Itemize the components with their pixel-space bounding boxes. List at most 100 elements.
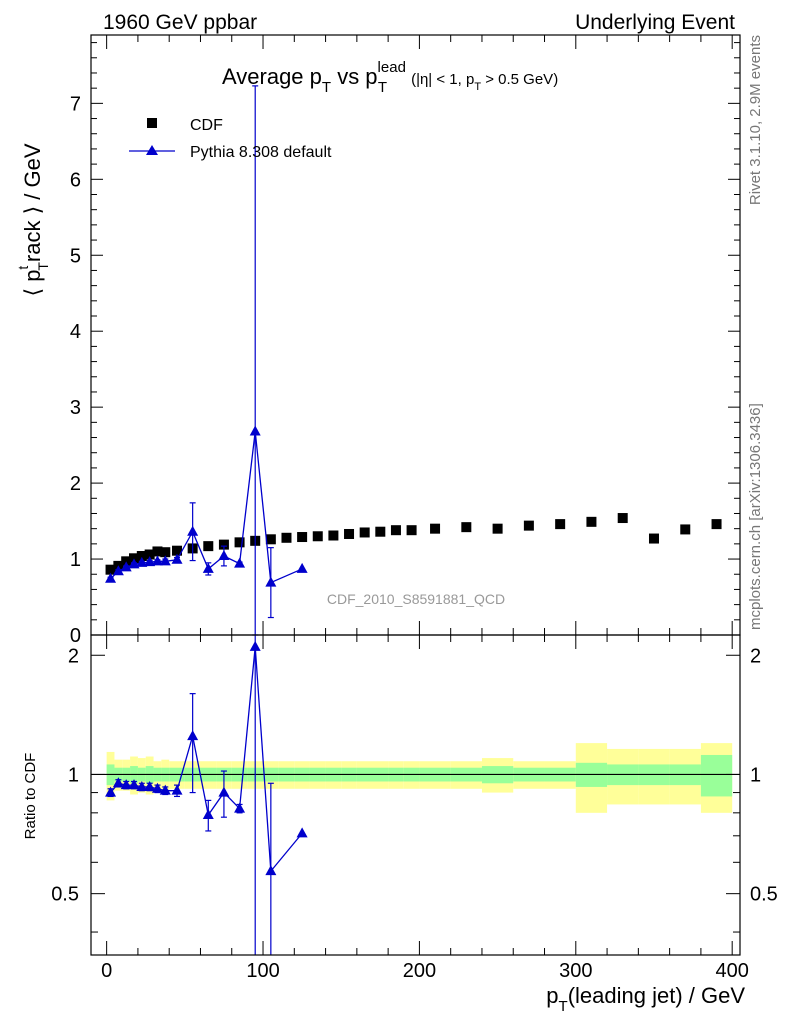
ratio-pythia-point bbox=[234, 802, 246, 813]
main-pythia-point bbox=[171, 553, 183, 564]
main-pythia-point bbox=[296, 562, 308, 573]
main-cdf-point bbox=[555, 519, 566, 530]
main-cdf-point bbox=[121, 556, 132, 567]
ratio-pythia-point bbox=[136, 780, 148, 791]
main-cdf-point bbox=[430, 523, 441, 534]
main-cdf-point bbox=[144, 549, 155, 560]
main-cdf-point bbox=[234, 537, 245, 548]
ratio-pythia-point bbox=[105, 786, 117, 797]
main-cdf-point bbox=[461, 522, 472, 533]
legend-marker-pythia bbox=[146, 145, 158, 155]
ratio-pythia-point bbox=[265, 865, 277, 876]
main-cdf-point bbox=[359, 527, 370, 538]
rivet-version-note: Rivet 3.1.10, 2.9M events bbox=[747, 35, 764, 205]
main-pythia-point bbox=[136, 556, 148, 567]
source-note: mcplots.cern.ch [arXiv:1306.3436] bbox=[747, 403, 764, 630]
main-cdf-point bbox=[281, 532, 292, 543]
main-pythia-point bbox=[112, 565, 124, 576]
main-cdf-point bbox=[406, 525, 417, 536]
main-cdf-point bbox=[218, 539, 229, 550]
ratio-pythia-line bbox=[110, 646, 303, 873]
main-y-tick-label: 4 bbox=[70, 321, 81, 343]
main-cdf-point bbox=[172, 545, 183, 556]
x-tick-label: 0 bbox=[101, 960, 112, 982]
ratio-y-tick-label: 2 bbox=[68, 645, 79, 667]
header-left: 1960 GeV ppbar bbox=[103, 11, 257, 34]
ratio-x-axis: 0 100 200 300 400 bbox=[101, 635, 749, 982]
main-cdf-point bbox=[203, 541, 214, 552]
ratio-band-inner bbox=[700, 754, 733, 797]
ratio-y-tick-label-right: 2 bbox=[750, 645, 761, 667]
ratio-pythia-point bbox=[249, 640, 261, 651]
ratio-pythia-point bbox=[218, 786, 230, 797]
main-cdf-point bbox=[390, 525, 401, 536]
main-y-tick-label: 2 bbox=[70, 473, 81, 495]
main-y-tick-label: 5 bbox=[70, 245, 81, 267]
ratio-y-tick-label-right: 0.5 bbox=[750, 884, 778, 906]
main-cdf-point bbox=[523, 520, 534, 531]
main-cdf-point bbox=[265, 534, 276, 545]
header-right: Underlying Event bbox=[575, 11, 735, 34]
x-tick-label: 200 bbox=[403, 960, 436, 982]
main-pythia-point bbox=[144, 556, 156, 567]
ratio-pythia-point bbox=[151, 782, 163, 793]
main-y-tick-label: 0 bbox=[70, 625, 81, 647]
main-cdf-point bbox=[160, 547, 171, 558]
main-pythia-point bbox=[105, 572, 117, 583]
main-y-axis: 0 1 2 3 4 5 6 7 bbox=[70, 42, 740, 647]
main-cdf-point bbox=[136, 551, 147, 562]
main-pythia-point bbox=[234, 557, 246, 568]
main-pythia-point bbox=[249, 425, 261, 436]
legend-label-pythia: Pythia 8.308 default bbox=[190, 144, 332, 161]
main-panel: 0 1 2 3 4 5 6 7 Average pT vs plead T (|η| < 1, p… bbox=[15, 34, 741, 647]
ratio-pythia-point bbox=[187, 730, 199, 741]
main-y-label: ⟨ pt Track ⟩ / GeV bbox=[15, 143, 51, 296]
main-pythia-point bbox=[265, 576, 277, 587]
ratio-y-tick-label: 0.5 bbox=[51, 884, 79, 906]
ratio-pythia-point bbox=[120, 779, 132, 790]
main-cdf-point bbox=[711, 519, 722, 530]
legend: CDF Pythia 8.308 default bbox=[129, 117, 332, 161]
ratio-pythia-point bbox=[202, 808, 214, 819]
main-y-tick-label: 3 bbox=[70, 397, 81, 419]
main-cdf-point bbox=[312, 531, 323, 542]
main-y-tick-label: 6 bbox=[70, 169, 81, 191]
ratio-pythia-point bbox=[144, 780, 156, 791]
main-cdf-point bbox=[680, 524, 691, 535]
main-pythia-point bbox=[151, 555, 163, 566]
main-title: Average pT vs plead T (|η| < 1, pT > 0.5 G… bbox=[222, 59, 558, 96]
main-pythia-point bbox=[218, 550, 230, 561]
main-cdf-point bbox=[648, 533, 659, 544]
ratio-pythia-point bbox=[159, 784, 171, 795]
main-cdf-point bbox=[375, 526, 386, 537]
ratio-panel: 0.5 0.5 1 1 2 2 0 100 200 300 400 Ratio to CDF pT… bbox=[22, 634, 778, 1015]
main-x-ticks bbox=[106, 35, 733, 635]
ratio-y-tick-label-right: 1 bbox=[750, 764, 761, 786]
legend-label-cdf: CDF bbox=[190, 117, 223, 134]
main-cdf-point bbox=[129, 553, 140, 564]
ratio-plot-area bbox=[91, 635, 740, 955]
x-tick-label: 100 bbox=[246, 960, 279, 982]
ratio-pythia-point bbox=[112, 777, 124, 788]
main-y-tick-label: 7 bbox=[70, 93, 81, 115]
main-cdf-point bbox=[297, 532, 308, 543]
main-pythia-point bbox=[159, 555, 171, 566]
ratio-y-label: Ratio to CDF bbox=[22, 753, 39, 840]
ratio-pythia-point bbox=[128, 779, 140, 790]
main-cdf-point bbox=[586, 516, 597, 527]
x-tick-label: 300 bbox=[559, 960, 592, 982]
ratio-frame bbox=[90, 634, 741, 956]
ratio-pythia-point bbox=[171, 784, 183, 795]
main-pythia-point bbox=[202, 562, 214, 573]
main-cdf-point bbox=[105, 564, 116, 575]
analysis-id: CDF_2010_S8591881_QCD bbox=[327, 591, 505, 607]
main-pythia-point bbox=[128, 558, 140, 569]
main-y-tick-label: 1 bbox=[70, 549, 81, 571]
x-axis-label: pT(leading jet) / GeV bbox=[546, 983, 745, 1015]
ratio-y-axis: 0.5 0.5 1 1 2 2 bbox=[51, 645, 778, 933]
x-tick-label: 400 bbox=[715, 960, 748, 982]
ratio-y-tick-label: 1 bbox=[68, 764, 79, 786]
main-cdf-point bbox=[492, 523, 503, 534]
main-cdf-point bbox=[617, 513, 628, 524]
